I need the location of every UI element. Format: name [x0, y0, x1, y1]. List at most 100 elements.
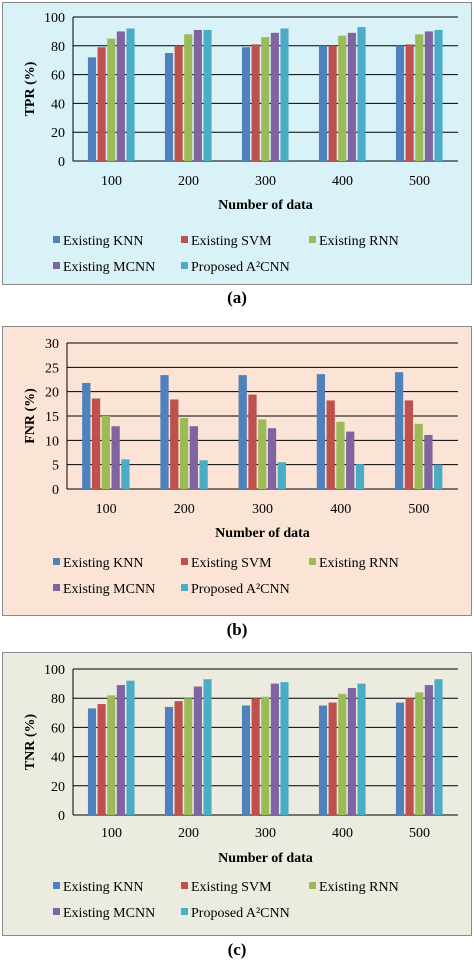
- bar-proposed-a-cnn-200: [199, 460, 208, 489]
- bar-existing-mcnn-500: [424, 434, 433, 489]
- bar-existing-knn-400: [316, 374, 326, 489]
- legend-swatch: [181, 558, 188, 565]
- bar-existing-knn-100: [87, 57, 97, 161]
- bar-existing-mcnn-500: [424, 31, 433, 162]
- bar-existing-svm-500: [405, 44, 414, 161]
- bar-existing-knn-200: [164, 706, 174, 815]
- bar-proposed-a-cnn-100: [126, 680, 135, 815]
- bar-existing-mcnn-300: [270, 683, 279, 815]
- bar-existing-svm-400: [328, 702, 337, 815]
- y-tick-label: 80: [51, 692, 65, 707]
- legend-label: Existing RNN: [319, 234, 399, 249]
- x-tick-label: 500: [409, 174, 430, 189]
- bar-existing-rnn-200: [184, 34, 193, 161]
- legend-label: Existing KNN: [63, 556, 144, 571]
- bar-existing-rnn-400: [336, 421, 345, 489]
- bar-existing-rnn-500: [415, 34, 424, 161]
- legend-swatch: [309, 558, 316, 565]
- caption-c: (c): [227, 940, 247, 959]
- y-tick-label: 100: [44, 663, 65, 678]
- bar-existing-mcnn-400: [347, 32, 356, 162]
- bar-existing-mcnn-200: [193, 686, 202, 815]
- y-tick-label: 40: [51, 751, 65, 766]
- bar-proposed-a-cnn-300: [277, 462, 286, 489]
- legend-swatch: [53, 584, 60, 591]
- y-tick-label: 20: [45, 386, 59, 401]
- legend-swatch: [309, 882, 316, 889]
- bar-existing-svm-500: [404, 400, 414, 489]
- bar-existing-rnn-300: [261, 37, 270, 161]
- bar-existing-mcnn-200: [189, 426, 198, 489]
- bar-existing-svm-200: [174, 701, 183, 815]
- bar-existing-svm-400: [328, 45, 337, 161]
- y-tick-label: 0: [52, 483, 59, 498]
- legend-swatch: [181, 236, 188, 243]
- chart-panel-c: 0 20 40 60 80 100 100 200 300 400 500 Number of dat…: [2, 652, 472, 936]
- bar-proposed-a-cnn-400: [355, 464, 365, 489]
- y-tick-label: 0: [58, 155, 65, 170]
- bar-existing-rnn-100: [107, 38, 116, 161]
- bar-existing-svm-200: [170, 399, 179, 489]
- bar-existing-mcnn-400: [346, 431, 355, 489]
- legend-label: Existing KNN: [63, 880, 144, 895]
- chart-background: [3, 327, 471, 615]
- y-tick-label: 60: [51, 69, 65, 84]
- x-tick-label: 200: [174, 502, 195, 517]
- x-tick-label: 200: [178, 174, 199, 189]
- y-tick-label: 100: [44, 11, 65, 26]
- legend-label: Existing RNN: [319, 880, 399, 895]
- x-tick-label: 300: [255, 826, 276, 841]
- y-tick-label: 40: [51, 97, 65, 112]
- chart-background: [3, 3, 471, 284]
- bar-existing-knn-300: [238, 375, 247, 489]
- bar-existing-svm-300: [248, 394, 257, 489]
- legend-label: Proposed A²CNN: [191, 260, 290, 275]
- chart-panel-b: 0 5 10 15 20 25 30 100 200 300 400 500 Number of dat…: [2, 326, 472, 616]
- y-tick-label: 0: [58, 809, 65, 824]
- bar-existing-knn-200: [164, 53, 174, 161]
- legend-label: Existing RNN: [319, 556, 399, 571]
- x-axis-title: Number of data: [215, 526, 310, 541]
- bar-existing-svm-100: [91, 398, 101, 489]
- bar-existing-knn-400: [318, 45, 328, 161]
- bar-existing-svm-200: [174, 45, 183, 161]
- bar-existing-rnn-100: [101, 416, 110, 489]
- bar-existing-rnn-300: [258, 419, 267, 489]
- bar-existing-svm-100: [97, 47, 106, 161]
- legend-swatch: [181, 908, 188, 915]
- y-tick-label: 60: [51, 721, 65, 736]
- y-tick-label: 80: [51, 40, 65, 55]
- bar-existing-mcnn-300: [270, 32, 279, 162]
- x-axis-title: Number of data: [218, 198, 313, 213]
- y-tick-label: 10: [45, 434, 59, 449]
- legend-swatch: [53, 236, 60, 243]
- y-tick-label: 30: [45, 337, 59, 352]
- bar-existing-svm-300: [251, 44, 260, 161]
- bar-existing-rnn-300: [261, 696, 270, 815]
- bar-existing-mcnn-100: [111, 426, 120, 489]
- bar-proposed-a-cnn-400: [357, 27, 366, 161]
- bar-existing-knn-500: [395, 702, 405, 815]
- legend-label: Existing SVM: [191, 234, 272, 249]
- y-tick-label: 15: [45, 410, 59, 425]
- bar-existing-svm-400: [326, 400, 335, 489]
- bar-proposed-a-cnn-100: [121, 459, 130, 489]
- bar-existing-knn-300: [241, 705, 251, 815]
- bar-existing-knn-500: [394, 372, 404, 489]
- x-axis-title: Number of data: [218, 851, 313, 866]
- caption-b: (b): [226, 620, 248, 639]
- x-tick-label: 300: [252, 502, 273, 517]
- x-tick-label: 200: [178, 826, 199, 841]
- bar-existing-rnn-200: [184, 698, 193, 815]
- bar-existing-knn-300: [241, 47, 251, 161]
- tnr-chart: 0 20 40 60 80 100 100 200 300 400 500 Number of dat…: [3, 653, 471, 935]
- legend-swatch: [181, 882, 188, 889]
- y-tick-label: 25: [45, 361, 59, 376]
- bar-existing-mcnn-100: [116, 685, 125, 815]
- legend-label: Existing MCNN: [63, 582, 155, 597]
- legend-swatch: [181, 584, 188, 591]
- y-tick-label: 20: [51, 126, 65, 141]
- legend-swatch: [53, 558, 60, 565]
- caption-a: (a): [227, 288, 247, 307]
- y-axis-title: FNR (%): [23, 388, 38, 444]
